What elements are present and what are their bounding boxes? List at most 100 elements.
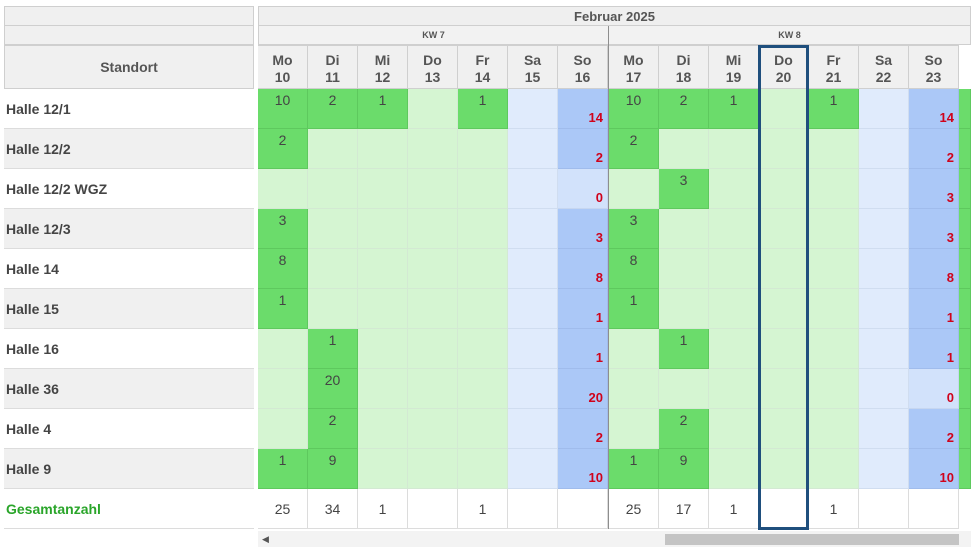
day-header-di-11[interactable]: Di 11: [308, 45, 358, 89]
schedule-cell[interactable]: [659, 289, 709, 329]
schedule-cell[interactable]: [859, 249, 909, 289]
schedule-cell[interactable]: [809, 169, 859, 209]
schedule-cell[interactable]: [308, 169, 358, 209]
schedule-cell[interactable]: 2: [258, 129, 308, 169]
schedule-cell[interactable]: [308, 289, 358, 329]
schedule-cell[interactable]: [258, 409, 308, 449]
schedule-cell[interactable]: 8: [909, 249, 959, 289]
schedule-cell[interactable]: [508, 89, 558, 129]
schedule-cell[interactable]: [358, 369, 408, 409]
schedule-cell[interactable]: 3: [609, 209, 659, 249]
scrollbar-thumb[interactable]: [665, 534, 959, 545]
schedule-cell[interactable]: [258, 329, 308, 369]
schedule-cell[interactable]: [609, 169, 659, 209]
schedule-cell[interactable]: [358, 249, 408, 289]
standort-column-header[interactable]: Standort: [4, 45, 254, 89]
schedule-cell[interactable]: [859, 89, 909, 129]
schedule-cell[interactable]: [659, 209, 709, 249]
row-label-halle-36[interactable]: Halle 36: [4, 369, 254, 409]
row-label-halle-15[interactable]: Halle 15: [4, 289, 254, 329]
schedule-cell[interactable]: [759, 289, 809, 329]
day-header-so-23[interactable]: So 23: [909, 45, 959, 89]
schedule-cell[interactable]: [358, 449, 408, 489]
schedule-cell[interactable]: 2: [308, 89, 358, 129]
schedule-cell[interactable]: [408, 169, 458, 209]
schedule-cell[interactable]: 2: [308, 409, 358, 449]
day-header-mi-19[interactable]: Mi 19: [709, 45, 759, 89]
schedule-cell[interactable]: [609, 409, 659, 449]
schedule-cell[interactable]: 8: [558, 249, 608, 289]
schedule-cell[interactable]: 2: [909, 409, 959, 449]
day-header-fr-14[interactable]: Fr 14: [458, 45, 508, 89]
schedule-cell[interactable]: [408, 289, 458, 329]
schedule-cell[interactable]: 3: [659, 169, 709, 209]
schedule-cell[interactable]: [458, 129, 508, 169]
schedule-cell[interactable]: [809, 369, 859, 409]
row-label-halle-12-1[interactable]: Halle 12/1: [4, 89, 254, 129]
schedule-cell[interactable]: [809, 249, 859, 289]
schedule-cell[interactable]: [508, 209, 558, 249]
row-label-halle-9[interactable]: Halle 9: [4, 449, 254, 489]
schedule-cell[interactable]: [609, 329, 659, 369]
schedule-cell[interactable]: [308, 209, 358, 249]
schedule-cell[interactable]: 1: [308, 329, 358, 369]
schedule-cell[interactable]: [458, 209, 508, 249]
schedule-cell[interactable]: [859, 449, 909, 489]
schedule-cell[interactable]: [709, 209, 759, 249]
schedule-cell[interactable]: [508, 329, 558, 369]
schedule-cell[interactable]: [508, 249, 558, 289]
schedule-cell[interactable]: [759, 369, 809, 409]
row-label-halle-12-2[interactable]: Halle 12/2: [4, 129, 254, 169]
schedule-cell[interactable]: 2: [909, 129, 959, 169]
schedule-cell[interactable]: [759, 409, 809, 449]
schedule-cell[interactable]: [659, 369, 709, 409]
schedule-cell[interactable]: [258, 369, 308, 409]
schedule-cell[interactable]: 1: [609, 289, 659, 329]
schedule-cell[interactable]: [859, 209, 909, 249]
schedule-cell[interactable]: [358, 409, 408, 449]
schedule-cell[interactable]: 0: [558, 169, 608, 209]
schedule-cell[interactable]: 9: [308, 449, 358, 489]
schedule-cell[interactable]: 1: [909, 289, 959, 329]
schedule-cell[interactable]: 1: [558, 289, 608, 329]
schedule-cell[interactable]: [258, 169, 308, 209]
schedule-cell[interactable]: [709, 249, 759, 289]
schedule-cell[interactable]: 1: [909, 329, 959, 369]
schedule-cell[interactable]: 20: [308, 369, 358, 409]
schedule-cell[interactable]: [408, 89, 458, 129]
schedule-cell[interactable]: 1: [659, 329, 709, 369]
schedule-cell[interactable]: [408, 249, 458, 289]
schedule-cell[interactable]: [809, 289, 859, 329]
schedule-cell[interactable]: 3: [909, 209, 959, 249]
scroll-left-arrow-icon[interactable]: ◀: [262, 534, 269, 544]
schedule-cell[interactable]: [358, 209, 408, 249]
schedule-cell[interactable]: [408, 329, 458, 369]
schedule-cell[interactable]: [859, 369, 909, 409]
schedule-cell[interactable]: 2: [558, 129, 608, 169]
schedule-cell[interactable]: 10: [909, 449, 959, 489]
schedule-cell[interactable]: [759, 249, 809, 289]
schedule-cell[interactable]: [508, 449, 558, 489]
schedule-cell[interactable]: 1: [258, 289, 308, 329]
day-header-fr-21[interactable]: Fr 21: [809, 45, 859, 89]
schedule-cell[interactable]: 3: [558, 209, 608, 249]
day-header-mo-17[interactable]: Mo 17: [609, 45, 659, 89]
schedule-cell[interactable]: 8: [609, 249, 659, 289]
day-header-di-18[interactable]: Di 18: [659, 45, 709, 89]
schedule-cell[interactable]: [859, 169, 909, 209]
row-label-halle-16[interactable]: Halle 16: [4, 329, 254, 369]
schedule-cell[interactable]: 9: [659, 449, 709, 489]
schedule-cell[interactable]: [358, 129, 408, 169]
schedule-cell[interactable]: [859, 129, 909, 169]
schedule-cell[interactable]: [358, 329, 408, 369]
schedule-cell[interactable]: [709, 369, 759, 409]
schedule-cell[interactable]: [458, 449, 508, 489]
schedule-cell[interactable]: [709, 329, 759, 369]
schedule-cell[interactable]: [809, 129, 859, 169]
schedule-cell[interactable]: [508, 409, 558, 449]
schedule-cell[interactable]: [709, 289, 759, 329]
schedule-cell[interactable]: 20: [558, 369, 608, 409]
schedule-cell[interactable]: 1: [809, 89, 859, 129]
schedule-cell[interactable]: [659, 249, 709, 289]
schedule-cell[interactable]: 1: [458, 89, 508, 129]
